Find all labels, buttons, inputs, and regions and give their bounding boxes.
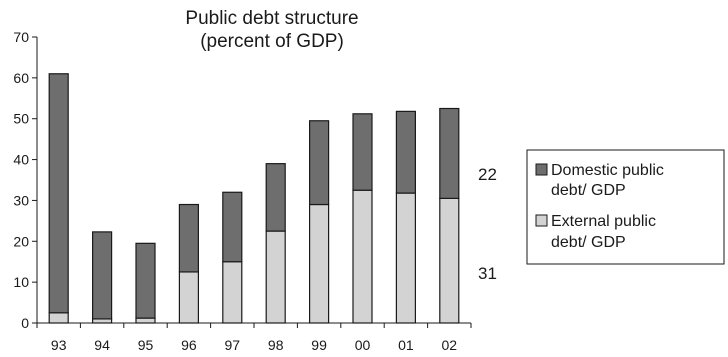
bar-domestic-95 (135, 242, 156, 319)
legend-swatch-external (535, 214, 548, 227)
annotation-domestic-value: 22 (478, 165, 497, 184)
x-tick-label: 00 (355, 337, 371, 353)
bar-external-02 (439, 197, 460, 324)
legend-swatch-domestic (535, 163, 548, 176)
bar-domestic-98 (265, 163, 286, 232)
legend-label-external-line-2: debt/ GDP (551, 234, 626, 251)
bar-domestic-01 (395, 110, 416, 194)
y-tick-label: 0 (21, 315, 29, 331)
y-tick-label: 70 (13, 29, 29, 45)
bars-group (48, 73, 460, 324)
x-axis-ticks: 93 94 95 96 97 98 99 00 01 02 (36, 323, 472, 353)
x-tick-label: 95 (138, 337, 154, 353)
x-tick-label: 97 (225, 337, 241, 353)
legend-label-domestic-line-2: debt/ GDP (551, 182, 626, 199)
bar-external-97 (222, 261, 243, 324)
bar-external-96 (178, 271, 199, 324)
bar-external-98 (265, 230, 286, 324)
bar-domestic-99 (309, 120, 330, 206)
y-tick-label: 50 (13, 111, 29, 127)
x-tick-label: 94 (94, 337, 110, 353)
bar-external-93 (48, 312, 69, 324)
y-tick-label: 30 (13, 192, 29, 208)
bar-external-94 (91, 318, 113, 324)
bar-domestic-02 (439, 107, 460, 199)
chart-title-line-1: Public debt structure (185, 8, 358, 29)
bar-domestic-97 (222, 191, 243, 263)
x-tick-label: 02 (442, 337, 458, 353)
bar-external-00 (352, 189, 373, 324)
x-tick-label: 99 (311, 337, 327, 353)
legend-box (526, 149, 725, 265)
bar-external-95 (135, 317, 156, 324)
legend-label-external-line-1: External public (551, 213, 656, 230)
bar-external-01 (395, 192, 416, 324)
bar-domestic-94 (91, 231, 113, 320)
chart-title-line-2: (percent of GDP) (200, 31, 344, 52)
legend: Domestic public debt/ GDP External publi… (526, 149, 725, 265)
x-tick-label: 96 (181, 337, 197, 353)
bar-external-99 (309, 203, 330, 324)
y-axis-ticks: 0 10 20 30 40 50 60 70 (13, 29, 37, 331)
x-tick-label: 98 (268, 337, 284, 353)
bar-domestic-93 (48, 73, 69, 314)
x-tick-label: 01 (398, 337, 414, 353)
y-tick-label: 20 (13, 233, 29, 249)
legend-label-domestic-line-1: Domestic public (551, 162, 664, 179)
y-tick-label: 60 (13, 70, 29, 86)
bar-domestic-00 (352, 113, 373, 191)
x-tick-label: 93 (51, 337, 67, 353)
annotation-external-value: 31 (478, 264, 497, 283)
y-tick-label: 40 (13, 152, 29, 168)
y-tick-label: 10 (13, 274, 29, 290)
bar-domestic-96 (178, 203, 199, 273)
